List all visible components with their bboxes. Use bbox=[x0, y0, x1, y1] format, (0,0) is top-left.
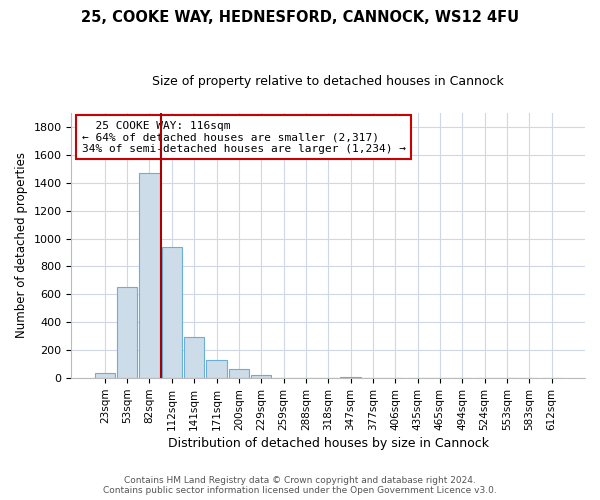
Bar bbox=[229, 369, 249, 378]
Bar bbox=[95, 372, 115, 378]
Bar bbox=[139, 173, 160, 378]
Title: Size of property relative to detached houses in Cannock: Size of property relative to detached ho… bbox=[152, 75, 504, 88]
Y-axis label: Number of detached properties: Number of detached properties bbox=[15, 152, 28, 338]
X-axis label: Distribution of detached houses by size in Cannock: Distribution of detached houses by size … bbox=[168, 437, 489, 450]
Bar bbox=[340, 376, 361, 378]
Bar bbox=[206, 360, 227, 378]
Bar bbox=[162, 247, 182, 378]
Bar bbox=[117, 288, 137, 378]
Bar bbox=[251, 375, 271, 378]
Text: Contains HM Land Registry data © Crown copyright and database right 2024.
Contai: Contains HM Land Registry data © Crown c… bbox=[103, 476, 497, 495]
Text: 25 COOKE WAY: 116sqm  
← 64% of detached houses are smaller (2,317)
34% of semi-: 25 COOKE WAY: 116sqm ← 64% of detached h… bbox=[82, 120, 406, 154]
Text: 25, COOKE WAY, HEDNESFORD, CANNOCK, WS12 4FU: 25, COOKE WAY, HEDNESFORD, CANNOCK, WS12… bbox=[81, 10, 519, 25]
Bar bbox=[184, 337, 204, 378]
